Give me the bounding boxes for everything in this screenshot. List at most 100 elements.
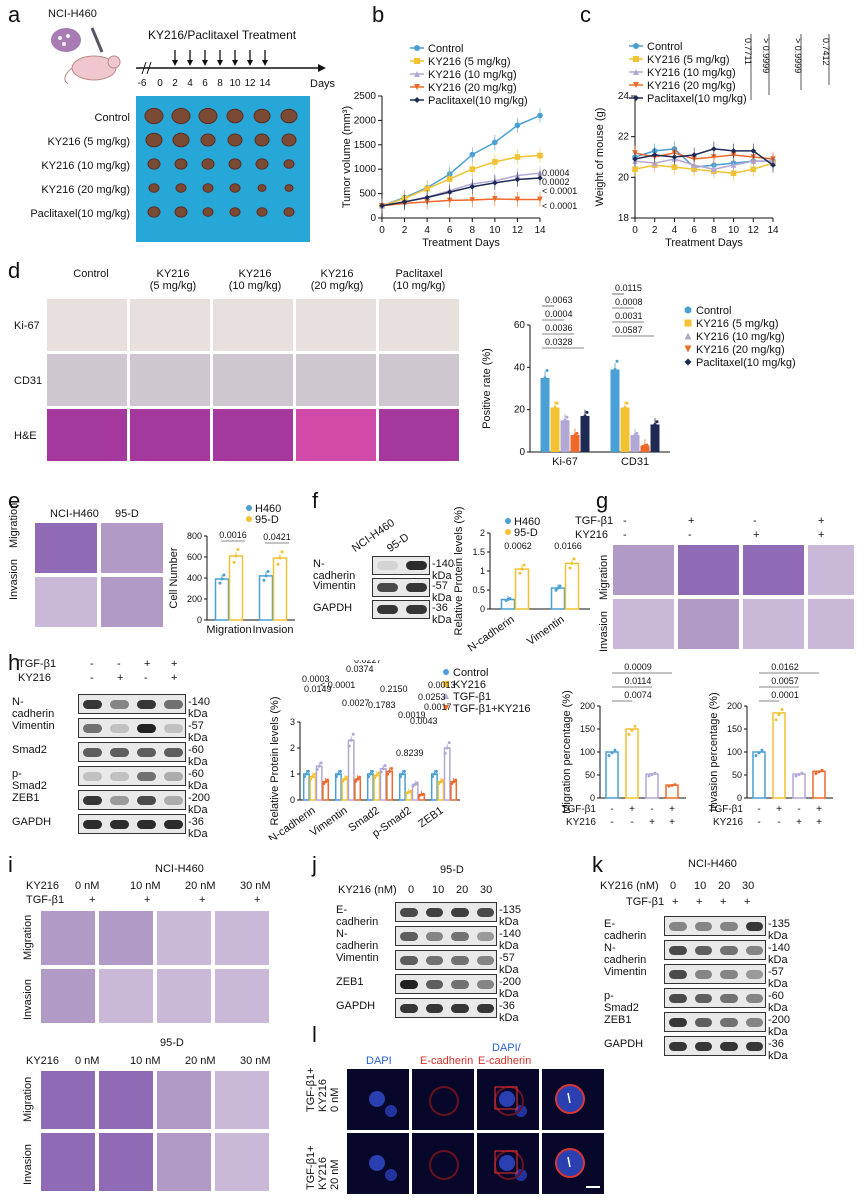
replicate-dot bbox=[653, 422, 657, 426]
microscopy-image bbox=[98, 1070, 154, 1130]
y-axis-label: Tumor volume (mm³) bbox=[341, 106, 353, 208]
blot-band bbox=[400, 979, 418, 989]
condition-value: + bbox=[669, 817, 675, 828]
e-img-95d-mig bbox=[100, 522, 164, 574]
chart-migration-percentage: 0 50 100 150 200 Migration percentage (%)TGF-… bbox=[561, 662, 686, 828]
replicate-dot bbox=[543, 376, 547, 380]
replicate-dot bbox=[571, 435, 575, 439]
blot-row-label: N-cadherin bbox=[604, 942, 647, 966]
replicate-dot bbox=[383, 764, 387, 768]
group-label-ky10: KY216 (10 mg/kg) bbox=[41, 160, 130, 172]
blot-band bbox=[137, 699, 156, 709]
condition-value: + bbox=[171, 672, 178, 684]
condition-value: + bbox=[144, 658, 151, 670]
panel-k-label: k bbox=[592, 852, 603, 877]
replicate-dot bbox=[518, 571, 522, 575]
replicate-dot bbox=[541, 383, 545, 387]
blot-band-strip bbox=[664, 940, 766, 960]
ihc-image bbox=[46, 298, 128, 352]
y-tick-label: 100 bbox=[580, 747, 595, 757]
replicate-dot bbox=[754, 754, 758, 758]
condition-label: KY216 bbox=[566, 817, 596, 828]
condition-value: - bbox=[630, 817, 633, 828]
blot-band bbox=[745, 945, 763, 955]
p-value: 0.0003 bbox=[302, 674, 330, 684]
group-label-paclitaxel: Paclitaxel(10 mg/kg) bbox=[30, 208, 130, 220]
blot-band bbox=[476, 931, 494, 941]
g-row-invasion: Invasion bbox=[598, 611, 610, 652]
blot-kda-label: -135 kDa bbox=[768, 918, 791, 942]
series-line bbox=[634, 152, 774, 160]
blot-band bbox=[694, 1041, 712, 1051]
bar bbox=[610, 369, 620, 452]
blot-band bbox=[720, 1041, 738, 1051]
p-value: 0.0063 bbox=[545, 295, 573, 305]
series-line bbox=[634, 158, 773, 170]
replicate-dot bbox=[615, 359, 619, 363]
replicate-dot bbox=[232, 560, 236, 564]
i-doses-h460: 0 nM +10 nM +20 nM +30 nM + bbox=[65, 880, 285, 910]
k-title: NCI-H460 bbox=[688, 858, 737, 870]
blot-band bbox=[425, 955, 443, 965]
y-tick-label: 50 bbox=[585, 770, 595, 780]
tumor bbox=[198, 107, 218, 125]
replicate-dot bbox=[633, 724, 637, 728]
dose-label: 30 nM bbox=[240, 880, 271, 892]
dose-label: 0 nM bbox=[75, 1055, 100, 1067]
group-label-ky20: KY216 (20 mg/kg) bbox=[41, 184, 130, 196]
replicate-dot bbox=[613, 748, 617, 752]
dose-label: 30 bbox=[742, 880, 755, 892]
replicate-dot bbox=[554, 588, 558, 592]
replicate-dot bbox=[647, 774, 651, 778]
timeline-tick: 10 bbox=[229, 78, 241, 89]
blot-band bbox=[476, 979, 494, 989]
membrane bbox=[429, 1086, 459, 1116]
dose-plus: + bbox=[89, 894, 96, 906]
condition-value: - bbox=[623, 529, 627, 541]
tumor bbox=[255, 158, 269, 170]
replicate-dot bbox=[581, 418, 585, 422]
timeline-arrow-head bbox=[247, 60, 253, 66]
legend-label: KY216 (10 mg/kg) bbox=[428, 69, 517, 81]
replicate-dot bbox=[563, 418, 567, 422]
g-img-2 bbox=[677, 544, 740, 596]
replicate-dot bbox=[402, 769, 406, 773]
blot-band bbox=[83, 747, 102, 757]
ihc-image bbox=[378, 353, 460, 407]
p-value: 0.0009 bbox=[624, 662, 652, 672]
blot-band bbox=[110, 699, 129, 709]
replicate-dot bbox=[324, 780, 328, 784]
blot-row-label: E-cadherin bbox=[604, 918, 647, 942]
data-point bbox=[651, 152, 658, 158]
blot-band bbox=[451, 907, 469, 917]
replicate-dot bbox=[415, 781, 419, 785]
condition-label: KY216 bbox=[713, 817, 743, 828]
treatment-title: KY216/Paclitaxel Treatment bbox=[148, 28, 297, 42]
data-point bbox=[750, 148, 757, 154]
p-value: 0.0002 bbox=[542, 177, 570, 187]
replicate-dot bbox=[777, 713, 781, 717]
ihc-image bbox=[212, 353, 294, 407]
legend-label: KY216 (10 mg/kg) bbox=[647, 67, 736, 79]
blot-kda-label: -60 kDa bbox=[768, 990, 788, 1014]
g-row-migration: Migration bbox=[598, 554, 610, 600]
legend-marker bbox=[414, 84, 420, 90]
tumor bbox=[144, 107, 164, 125]
p-value: 0.0062 bbox=[504, 541, 532, 551]
replicate-dot bbox=[800, 771, 804, 775]
y-tick-label: 20 bbox=[618, 172, 630, 183]
bar bbox=[379, 768, 387, 801]
replicate-dot bbox=[373, 776, 377, 780]
replicate-dot bbox=[561, 421, 565, 425]
e-img-95d-inv bbox=[100, 576, 164, 628]
blot-row-label: Vimentin bbox=[604, 966, 647, 978]
blot-band bbox=[425, 1003, 443, 1013]
j-doses: 0 10 20 30 bbox=[404, 884, 504, 898]
e-img-h460-inv bbox=[34, 576, 98, 628]
ihc-row-cd31: CD31 bbox=[14, 375, 43, 387]
y-tick-label: 200 bbox=[727, 701, 742, 711]
legend-marker bbox=[414, 58, 420, 64]
blot-band bbox=[720, 1017, 738, 1027]
blot-kda-label: -36 kDa bbox=[188, 816, 208, 840]
blot-kda-label: -140 kDa bbox=[499, 928, 522, 952]
